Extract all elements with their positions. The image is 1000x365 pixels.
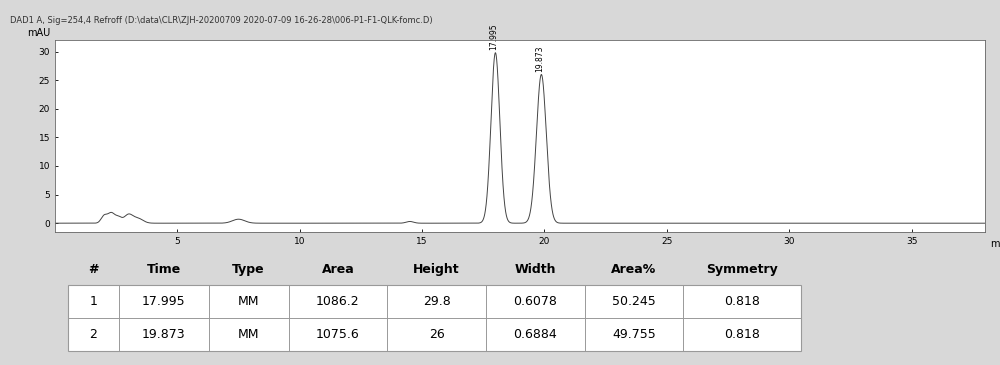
Text: mAU: mAU	[27, 28, 50, 38]
Text: 1075.6: 1075.6	[316, 328, 360, 341]
Text: 2: 2	[90, 328, 97, 341]
Text: 17.995: 17.995	[490, 24, 499, 50]
Text: 50.245: 50.245	[612, 295, 656, 308]
Text: 0.6078: 0.6078	[513, 295, 557, 308]
Text: Area%: Area%	[611, 262, 657, 276]
Text: Type: Type	[232, 262, 265, 276]
Text: 49.755: 49.755	[612, 328, 656, 341]
Text: 1086.2: 1086.2	[316, 295, 360, 308]
Text: DAD1 A, Sig=254,4 Refroff (D:\data\CLR\ZJH-20200709 2020-07-09 16-26-28\006-P1-F: DAD1 A, Sig=254,4 Refroff (D:\data\CLR\Z…	[10, 16, 433, 26]
Text: #: #	[88, 262, 99, 276]
Text: 0.6884: 0.6884	[513, 328, 557, 341]
Text: Area: Area	[321, 262, 354, 276]
Text: Symmetry: Symmetry	[706, 262, 778, 276]
Bar	[68, 285, 801, 351]
Text: Height: Height	[413, 262, 460, 276]
Text: 0.818: 0.818	[724, 295, 760, 308]
Text: MM: MM	[238, 328, 259, 341]
Text: Time: Time	[147, 262, 181, 276]
Text: 0.818: 0.818	[724, 328, 760, 341]
Text: 29.8: 29.8	[423, 295, 450, 308]
Text: Width: Width	[514, 262, 556, 276]
Text: MM: MM	[238, 295, 259, 308]
Text: 19.873: 19.873	[536, 46, 545, 72]
Text: 17.995: 17.995	[142, 295, 186, 308]
Text: min: min	[990, 239, 1000, 249]
Text: 19.873: 19.873	[142, 328, 186, 341]
Text: 26: 26	[429, 328, 444, 341]
Text: 1: 1	[90, 295, 97, 308]
